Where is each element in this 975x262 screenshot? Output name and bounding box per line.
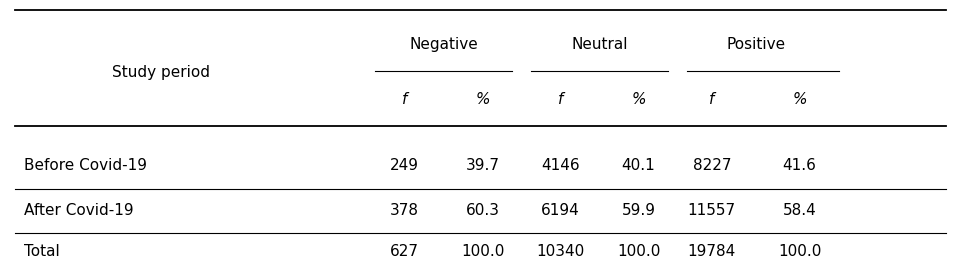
Text: f: f bbox=[402, 92, 408, 107]
Text: After Covid-19: After Covid-19 bbox=[24, 203, 134, 219]
Text: Study period: Study period bbox=[112, 64, 210, 80]
Text: Positive: Positive bbox=[726, 37, 785, 52]
Text: 249: 249 bbox=[390, 157, 419, 173]
Text: 40.1: 40.1 bbox=[622, 157, 655, 173]
Text: 100.0: 100.0 bbox=[461, 244, 504, 259]
Text: 100.0: 100.0 bbox=[617, 244, 660, 259]
Text: 58.4: 58.4 bbox=[783, 203, 816, 219]
Text: Before Covid-19: Before Covid-19 bbox=[24, 157, 147, 173]
Text: f: f bbox=[558, 92, 564, 107]
Text: 59.9: 59.9 bbox=[622, 203, 655, 219]
Text: 8227: 8227 bbox=[692, 157, 731, 173]
Text: 19784: 19784 bbox=[687, 244, 736, 259]
Text: 39.7: 39.7 bbox=[466, 157, 499, 173]
Text: f: f bbox=[709, 92, 715, 107]
Text: %: % bbox=[793, 92, 806, 107]
Text: 378: 378 bbox=[390, 203, 419, 219]
Text: %: % bbox=[476, 92, 489, 107]
Text: Neutral: Neutral bbox=[571, 37, 628, 52]
Text: 60.3: 60.3 bbox=[466, 203, 499, 219]
Text: Negative: Negative bbox=[410, 37, 478, 52]
Text: 4146: 4146 bbox=[541, 157, 580, 173]
Text: 10340: 10340 bbox=[536, 244, 585, 259]
Text: %: % bbox=[632, 92, 645, 107]
Text: 6194: 6194 bbox=[541, 203, 580, 219]
Text: 11557: 11557 bbox=[687, 203, 736, 219]
Text: 627: 627 bbox=[390, 244, 419, 259]
Text: 41.6: 41.6 bbox=[783, 157, 816, 173]
Text: Total: Total bbox=[24, 244, 60, 259]
Text: 100.0: 100.0 bbox=[778, 244, 821, 259]
